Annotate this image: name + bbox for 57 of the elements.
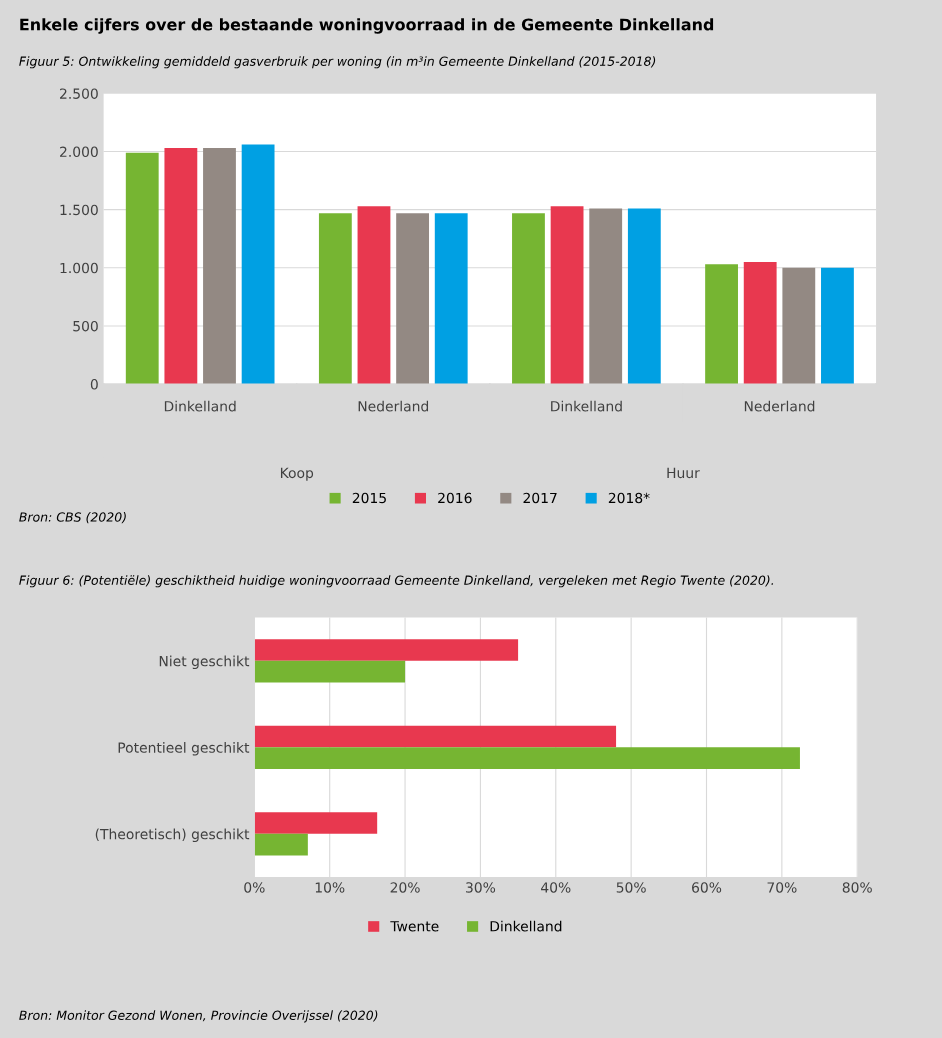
legend-label: 2015 — [352, 492, 386, 504]
x-tick-label: Nederland — [744, 400, 815, 412]
text: Huur — [667, 467, 700, 479]
bar — [512, 213, 545, 385]
legend-label: 2018* — [608, 492, 650, 504]
y-tick-label: 500 — [73, 320, 98, 332]
y-tick-label: 1.000 — [60, 262, 98, 274]
y-tick-label: (Theoretisch) geschikt — [95, 828, 250, 843]
bar — [396, 213, 430, 385]
x-tick-label: 10% — [315, 882, 345, 893]
x-tick-label: Dinkelland — [551, 400, 622, 412]
x-tick-label: 70% — [767, 882, 797, 893]
x-tick-label: Nederland — [358, 400, 429, 412]
y-tick-label: Niet geschikt — [159, 655, 250, 670]
bar — [782, 267, 816, 385]
x-tick-label: 30% — [466, 882, 496, 893]
chart-title: Figuur 6: (Potentiële) geschiktheid huidige woningvoorraad Gemeente Dinkelland, vergeleken met Regio Twente (2020). — [19, 575, 774, 588]
legend-label: Dinkelland — [490, 920, 562, 932]
x-tick-label: 40% — [541, 882, 571, 893]
chart-subtitle: Figuur 5: Ontwikkeling gemiddeld gasverbruik per woning (in m³in Gemeente Dinkelland (2015-2018) — [19, 56, 656, 69]
text: Koop — [280, 467, 314, 481]
y-tick-label: Potentieel geschikt — [118, 742, 250, 756]
x-tick-label: 80% — [842, 882, 872, 893]
y-tick-label: 0 — [90, 379, 98, 390]
bar — [627, 208, 661, 385]
bar — [589, 208, 623, 385]
y-tick-label: 2.500 — [60, 88, 98, 99]
legend-label: Twente — [390, 921, 439, 932]
bar — [434, 213, 468, 385]
x-tick-label: 0% — [244, 882, 265, 893]
bar — [705, 264, 738, 385]
bar — [821, 267, 854, 385]
text: Bron: Monitor Gezond Wonen, Provincie Overijssel (2020) — [19, 1010, 378, 1023]
bar — [254, 660, 406, 683]
bar — [550, 206, 584, 385]
bar — [254, 639, 519, 661]
legend-label: 2016 — [438, 492, 472, 504]
x-tick-label: 20% — [390, 882, 420, 893]
bar — [254, 833, 308, 856]
bar — [254, 812, 378, 834]
y-tick-label: 2.000 — [60, 146, 98, 158]
chart-title: Enkele cijfers over de bestaande woningvoorraad in de Gemeente Dinkelland — [20, 18, 714, 34]
x-tick-label: 60% — [692, 882, 722, 893]
bar — [241, 144, 275, 385]
bar — [254, 747, 800, 769]
y-tick-label: 1.500 — [60, 204, 98, 216]
bar — [357, 206, 391, 385]
x-tick-label: Dinkelland — [164, 400, 236, 412]
x-tick-label: 50% — [616, 882, 646, 893]
bar — [164, 148, 198, 385]
bar — [125, 152, 159, 385]
legend-label: 2017 — [523, 492, 557, 504]
bar — [254, 725, 617, 748]
text: Bron: CBS (2020) — [19, 512, 126, 524]
bar — [203, 148, 236, 385]
bar — [318, 213, 352, 385]
bar — [743, 261, 777, 385]
